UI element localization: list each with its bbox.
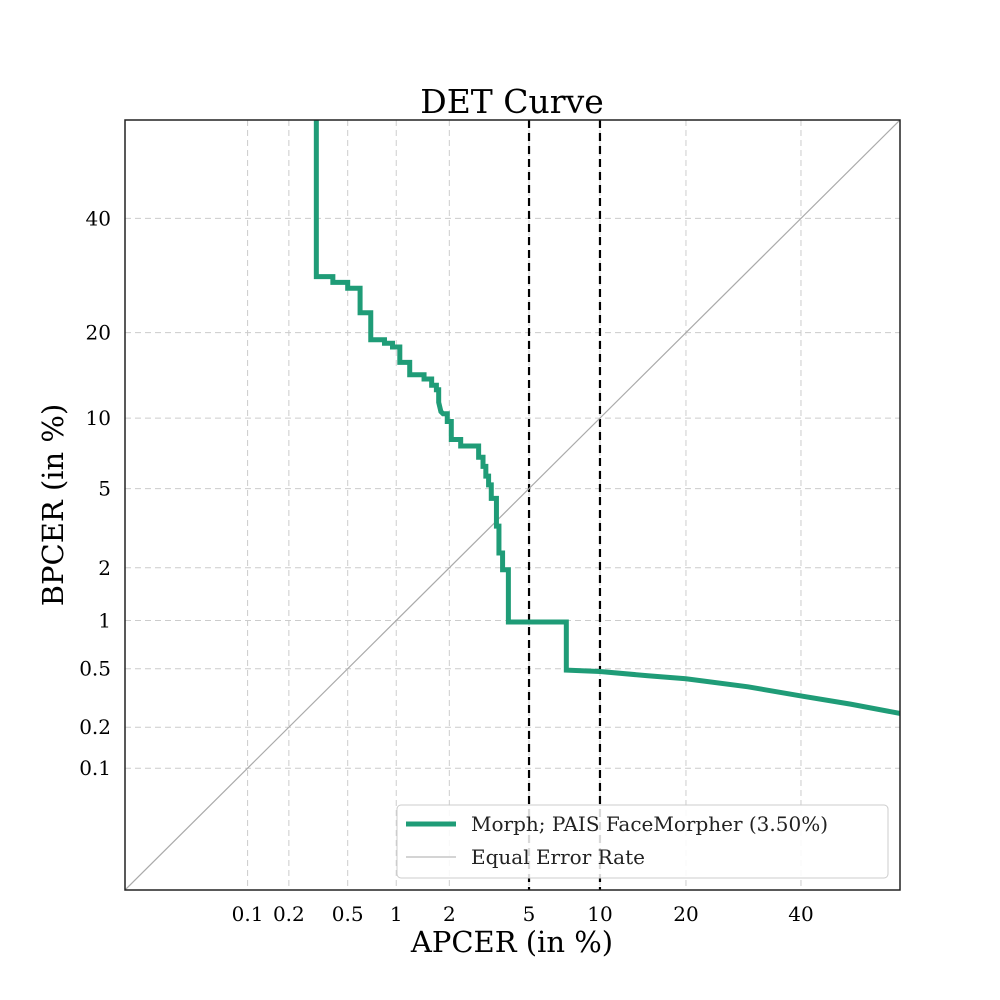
legend: Morph; PAIS FaceMorpher (3.50%) Equal Er… bbox=[396, 804, 889, 879]
x-axis-label: APCER (in %) bbox=[410, 925, 613, 959]
reference-lines bbox=[527, 120, 602, 890]
series-layer bbox=[125, 120, 900, 890]
x-ticks: 0.1 0.2 0.5 1 2 5 10 20 40 bbox=[232, 902, 814, 926]
x-tick-label: 2 bbox=[443, 902, 456, 926]
y-tick-label: 40 bbox=[86, 206, 111, 230]
plot-frame bbox=[124, 119, 901, 891]
x-tick-label: 10 bbox=[587, 902, 612, 926]
y-tick-label: 1 bbox=[98, 609, 111, 633]
x-tick-label: 0.1 bbox=[232, 902, 264, 926]
y-tick-label: 0.1 bbox=[79, 756, 111, 780]
y-tick-label: 2 bbox=[98, 556, 111, 580]
legend-label-morph: Morph; PAIS FaceMorpher (3.50%) bbox=[471, 812, 828, 836]
legend-label-eer: Equal Error Rate bbox=[471, 845, 645, 869]
chart-title: DET Curve bbox=[420, 82, 604, 121]
series-line-equal-error-rate bbox=[125, 120, 900, 890]
y-tick-label: 5 bbox=[98, 477, 111, 501]
series-line-morph-facemorpher bbox=[313, 120, 900, 716]
y-ticks: 0.1 0.2 0.5 1 2 5 10 20 40 bbox=[79, 206, 111, 780]
y-tick-label: 10 bbox=[86, 406, 111, 430]
x-tick-label: 40 bbox=[788, 902, 813, 926]
y-axis-label: BPCER (in %) bbox=[36, 404, 70, 607]
y-tick-label: 0.2 bbox=[79, 715, 111, 739]
x-tick-label: 20 bbox=[673, 902, 698, 926]
y-tick-label: 20 bbox=[86, 321, 111, 345]
x-tick-label: 5 bbox=[523, 902, 536, 926]
legend-box bbox=[396, 804, 889, 879]
grid bbox=[125, 120, 900, 890]
y-tick-label: 0.5 bbox=[79, 657, 111, 681]
x-tick-label: 1 bbox=[390, 902, 403, 926]
x-tick-label: 0.5 bbox=[332, 902, 364, 926]
x-tick-label: 0.2 bbox=[273, 902, 305, 926]
